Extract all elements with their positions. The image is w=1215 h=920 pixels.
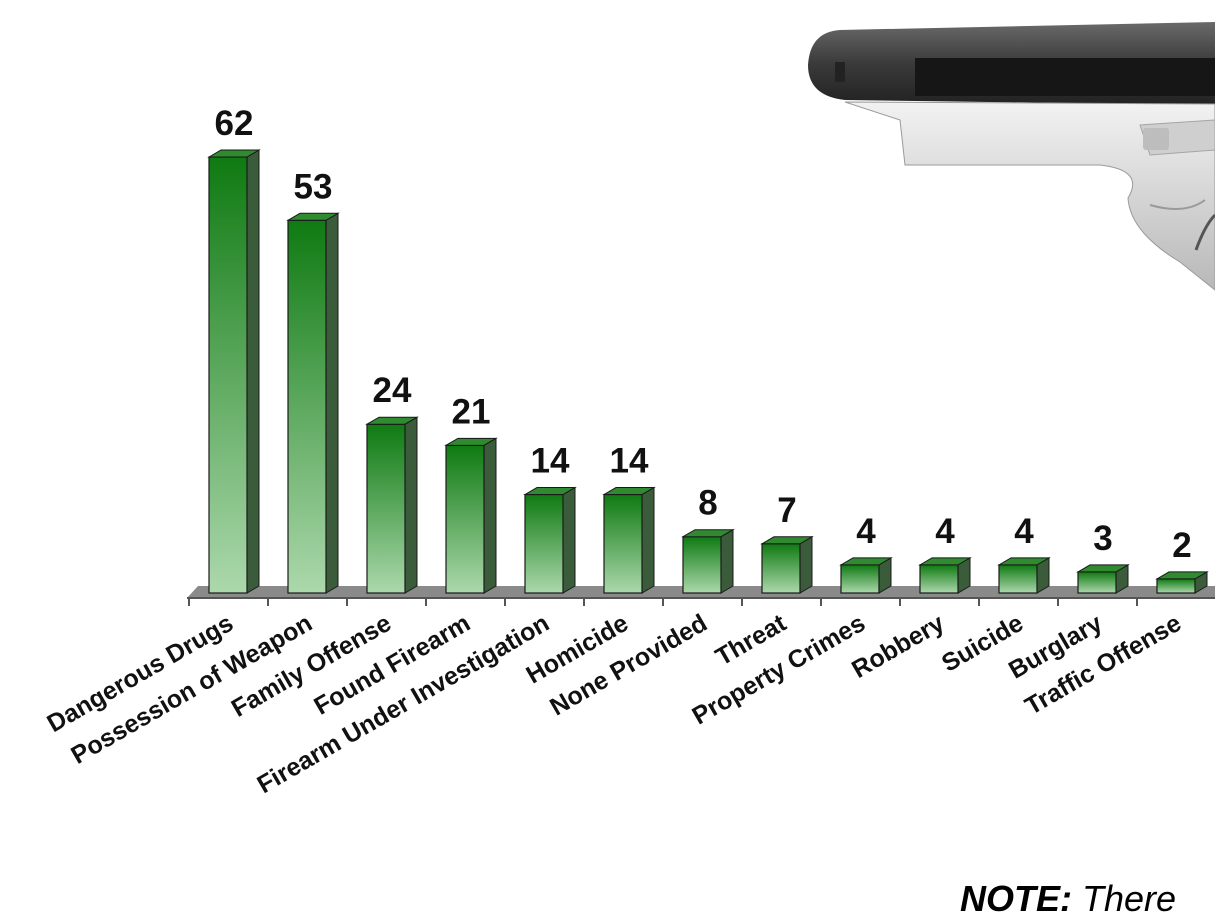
bar (444, 437, 498, 594)
bar (681, 528, 735, 594)
bar (760, 535, 814, 594)
bar-top (1155, 571, 1209, 580)
bar-front (998, 564, 1038, 594)
bar (1076, 564, 1130, 594)
note-text: There (1082, 878, 1177, 919)
bar-front (445, 444, 485, 594)
bar (602, 486, 656, 594)
bar-top (760, 536, 814, 545)
bar (365, 416, 419, 594)
bar-top (918, 557, 972, 566)
handgun-illustration (808, 22, 1215, 291)
data-label: 8 (698, 484, 717, 523)
bar-front (919, 564, 959, 594)
bar-top (602, 487, 656, 496)
bar-front (1156, 578, 1196, 594)
bar-side (404, 416, 418, 594)
bar-side (325, 212, 339, 594)
data-label: 14 (610, 442, 649, 481)
bar-side (562, 486, 576, 594)
bar-front (761, 543, 801, 594)
bar-front (682, 536, 722, 594)
bar-top (997, 557, 1051, 566)
bar-top (286, 212, 340, 221)
bar (207, 149, 261, 594)
bar-front (524, 493, 564, 594)
bar (839, 557, 893, 594)
bar (523, 486, 577, 594)
bar-front (208, 156, 248, 594)
data-label: 4 (1014, 512, 1034, 551)
bar-top (365, 416, 419, 425)
data-label: 2 (1172, 526, 1191, 565)
data-label: 62 (215, 104, 254, 143)
bar-side (720, 528, 734, 594)
bar-side (799, 535, 813, 594)
bar (997, 557, 1051, 594)
data-label: 3 (1093, 519, 1112, 558)
bar-side (641, 486, 655, 594)
data-label: 21 (452, 392, 491, 431)
note-label: NOTE: (960, 878, 1072, 919)
bar-top (1076, 564, 1130, 573)
note: NOTE: There (960, 878, 1176, 920)
bar-side (246, 149, 260, 594)
data-label: 7 (777, 491, 796, 530)
bar-top (839, 557, 893, 566)
bar-top (681, 529, 735, 538)
data-label: 24 (373, 371, 412, 410)
bar (286, 212, 340, 594)
data-label: 4 (856, 512, 876, 551)
bar-front (366, 423, 406, 594)
bar-top (523, 487, 577, 496)
bar-front (840, 564, 880, 594)
bar-side (483, 437, 497, 594)
data-label: 53 (294, 167, 333, 206)
bar (1155, 571, 1209, 594)
bar-front (603, 493, 643, 594)
bar-front (287, 219, 327, 594)
bar (918, 557, 972, 594)
bar-front (1077, 571, 1117, 594)
data-label: 14 (531, 442, 570, 481)
bar-top (207, 149, 261, 158)
data-label: 4 (935, 512, 955, 551)
bar-top (444, 437, 498, 446)
